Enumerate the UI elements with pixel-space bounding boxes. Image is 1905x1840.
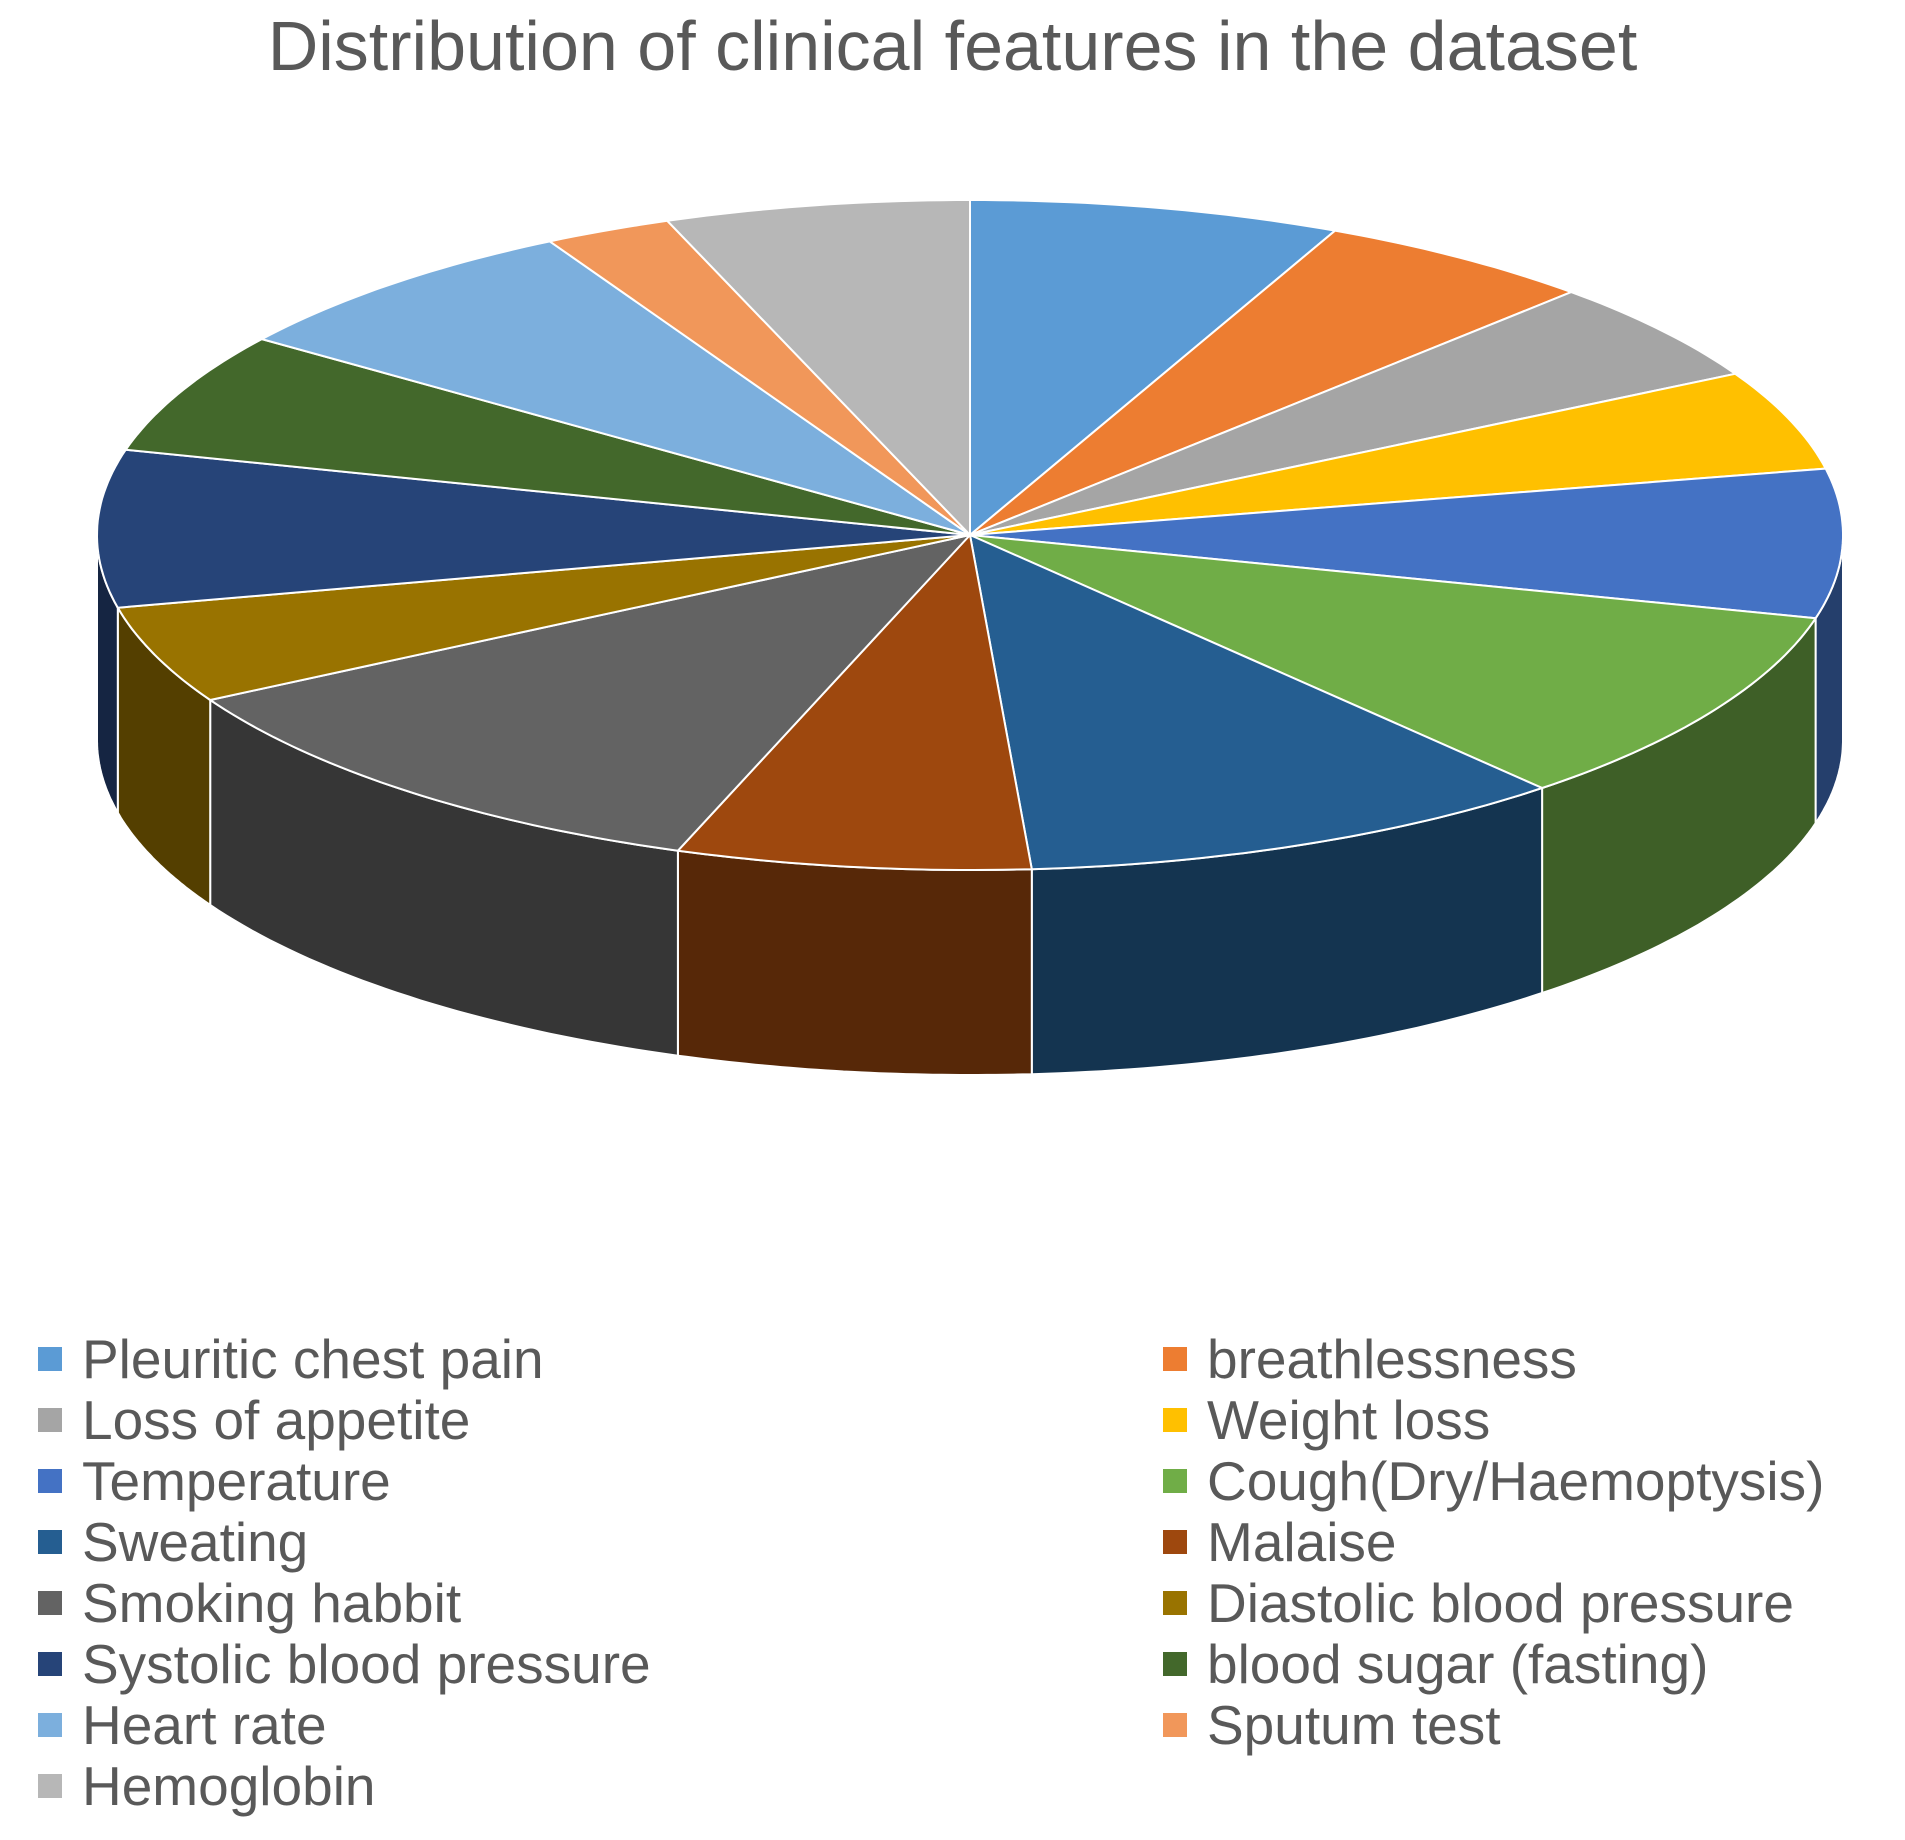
legend-label: blood sugar (fasting)	[1207, 1632, 1709, 1695]
pie-slice-sweating	[968, 533, 1545, 871]
pie-slice-weight-loss	[969, 372, 1828, 536]
legend-swatch	[38, 1407, 62, 1432]
pie-slice-loss-of-appetite	[969, 291, 1738, 536]
legend-item-blood-sugar-fasting: blood sugar (fasting)	[1163, 1632, 1905, 1695]
legend-label: Diastolic blood pressure	[1207, 1571, 1794, 1634]
pie-slice-pleuritic-chest-pain	[969, 199, 1338, 538]
pie-slice-cough-dry-haemoptysis	[969, 534, 1818, 790]
pie-slice-sputum-test	[547, 219, 971, 536]
legend-swatch	[1163, 1651, 1187, 1676]
pie-slice-malaise	[675, 532, 1033, 871]
legend-item-pleuritic-chest-pain: Pleuritic chest pain	[38, 1327, 1163, 1390]
pie-slice-blood-sugar-fasting	[124, 338, 971, 536]
legend-label: breathlessness	[1207, 1327, 1577, 1390]
legend-item-sweating: Sweating	[38, 1510, 1163, 1573]
legend-item-diastolic-blood-pressure: Diastolic blood pressure	[1163, 1571, 1905, 1634]
legend-label: Malaise	[1207, 1510, 1397, 1573]
legend: Pleuritic chest pain breathlessness Loss o…	[38, 1327, 1905, 1817]
legend-swatch	[38, 1468, 62, 1493]
pie-slice-heart-rate	[259, 240, 971, 536]
pie-slice-temperature	[969, 467, 1844, 620]
legend-swatch	[1163, 1529, 1187, 1554]
legend-swatch	[38, 1651, 62, 1676]
pie-sides	[96, 535, 1844, 1076]
legend-item-hemoglobin: Hemoglobin	[38, 1754, 1163, 1817]
legend-item-sputum-test: Sputum test	[1163, 1693, 1905, 1756]
pie-slice-hemoglobin	[665, 199, 971, 538]
legend-label: Smoking habbit	[82, 1571, 462, 1634]
legend-item-weight-loss: Weight loss	[1163, 1388, 1905, 1451]
legend-label: Weight loss	[1207, 1388, 1491, 1451]
legend-item-malaise: Malaise	[1163, 1510, 1905, 1573]
legend-item-systolic-blood-pressure: Systolic blood pressure	[38, 1632, 1163, 1695]
legend-swatch	[38, 1346, 62, 1371]
legend-swatch	[1163, 1407, 1187, 1432]
legend-item-heart-rate: Heart rate	[38, 1693, 1163, 1756]
legend-label: Systolic blood pressure	[82, 1632, 651, 1695]
legend-swatch	[1163, 1590, 1187, 1615]
legend-item-breathlessness: breathlessness	[1163, 1327, 1905, 1390]
legend-label: Cough(Dry/Haemoptysis)	[1207, 1449, 1825, 1512]
pie-side-malaise	[676, 849, 1033, 1076]
legend-item-cough-dry-haemoptysis: Cough(Dry/Haemoptysis)	[1163, 1449, 1905, 1512]
legend-item-loss-of-appetite: Loss of appetite	[38, 1388, 1163, 1451]
legend-swatch	[1163, 1712, 1187, 1737]
legend-item-temperature: Temperature	[38, 1449, 1163, 1512]
legend-label: Temperature	[82, 1449, 391, 1512]
pie-tops	[95, 199, 1844, 871]
legend-swatch	[38, 1712, 62, 1737]
legend-label: Sputum test	[1207, 1693, 1501, 1756]
pie-slice-breathlessness	[969, 229, 1574, 536]
pie-chart	[95, 199, 1844, 1076]
pie-slice-diastolic-blood-pressure	[116, 534, 971, 702]
legend-label: Hemoglobin	[82, 1754, 376, 1817]
legend-swatch	[38, 1529, 62, 1554]
pie-slice-smoking-habbit	[207, 533, 973, 852]
legend-label: Sweating	[82, 1510, 309, 1573]
chart-title: Distribution of clinical features in the…	[267, 7, 1638, 85]
legend-label: Loss of appetite	[82, 1388, 471, 1451]
legend-label: Heart rate	[82, 1693, 327, 1756]
legend-swatch	[38, 1773, 62, 1798]
legend-label: Pleuritic chest pain	[82, 1327, 544, 1390]
legend-swatch	[1163, 1346, 1187, 1371]
pie-slice-systolic-blood-pressure	[95, 448, 971, 609]
legend-item-smoking-habbit: Smoking habbit	[38, 1571, 1163, 1634]
legend-swatch	[38, 1590, 62, 1615]
legend-swatch	[1163, 1468, 1187, 1493]
